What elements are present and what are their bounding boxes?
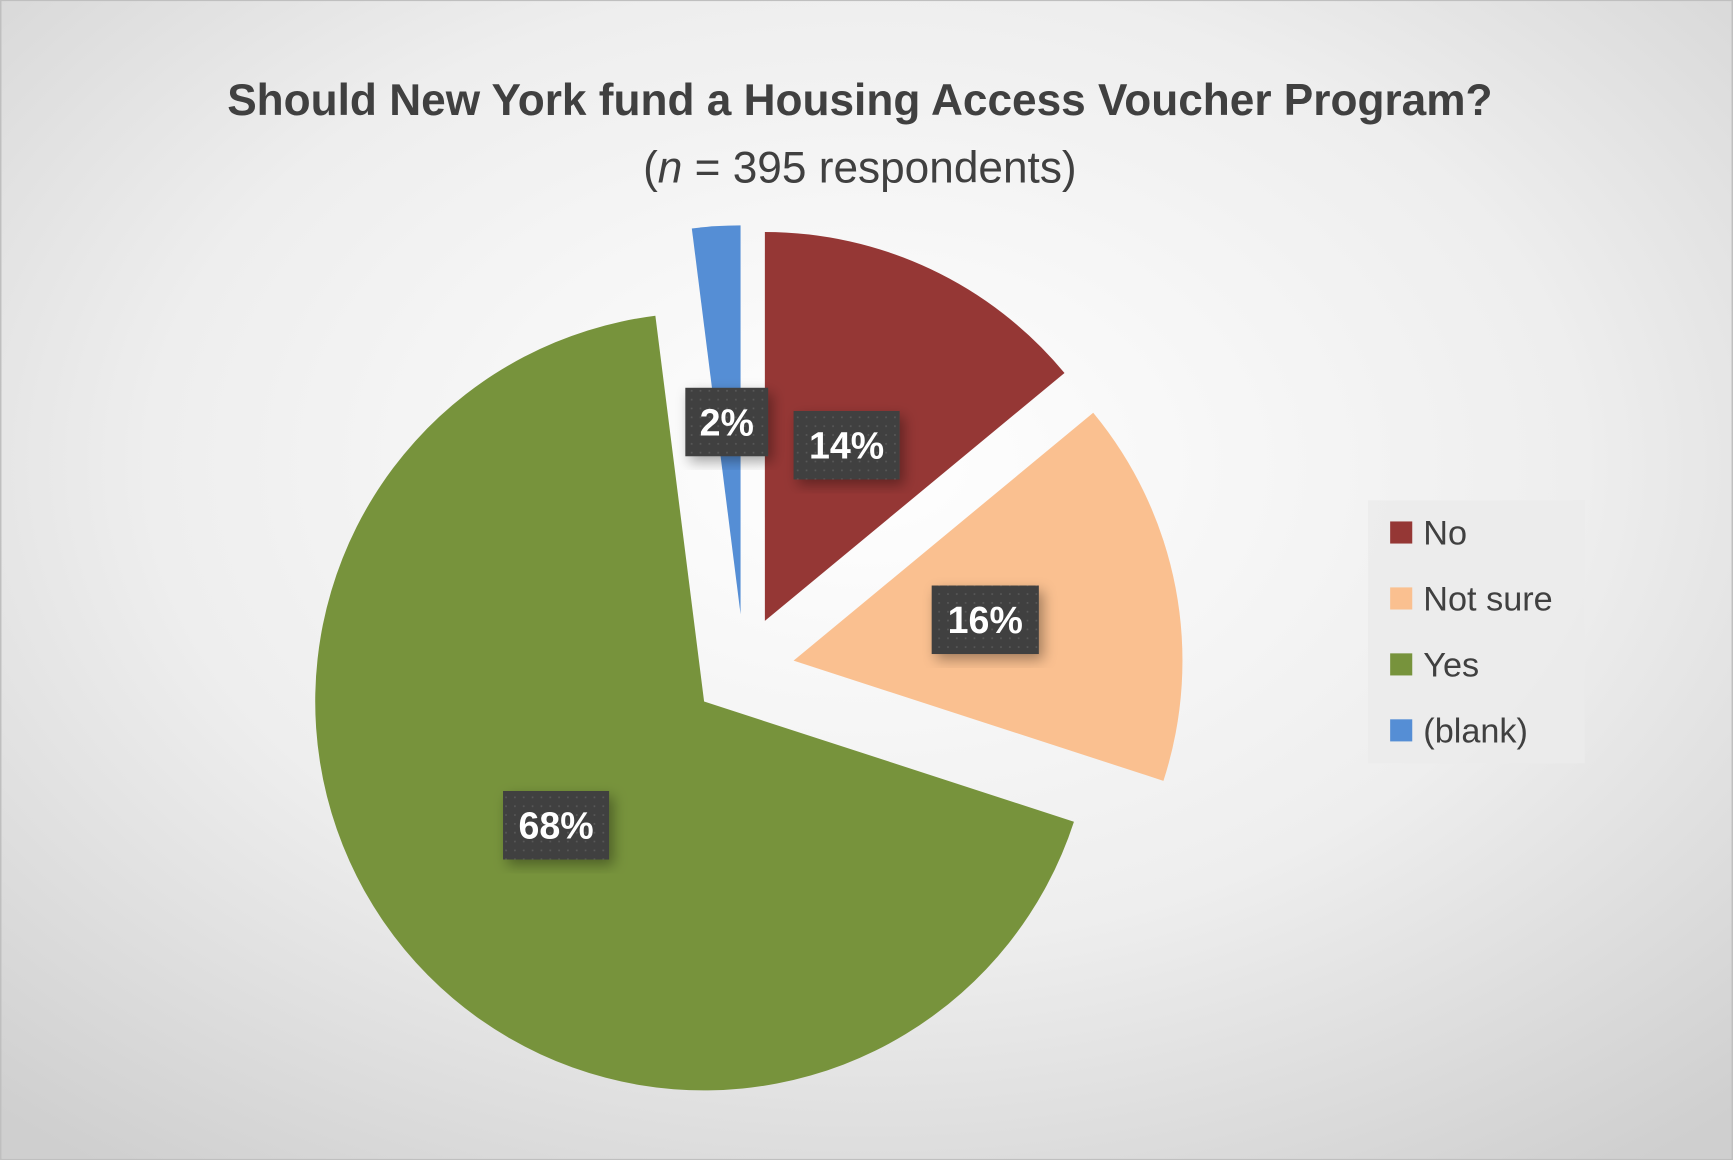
slice-yes bbox=[315, 315, 1074, 1091]
data-label-box-no bbox=[793, 410, 900, 480]
legend-label-blank: (blank) bbox=[1423, 713, 1528, 751]
legend-swatch-yes bbox=[1390, 653, 1413, 676]
data-label-blank: 2% bbox=[700, 401, 754, 443]
slice-no bbox=[764, 232, 1065, 621]
data-label-no: 14% bbox=[809, 424, 884, 466]
legend-label-not-sure: Not sure bbox=[1423, 581, 1552, 619]
chart-subtitle: (n = 395 respondents) bbox=[643, 143, 1077, 192]
legend-swatch-blank bbox=[1390, 719, 1413, 742]
legend-label-yes: Yes bbox=[1423, 647, 1479, 685]
data-labels: 14% 16% 68% 2% bbox=[503, 387, 1039, 860]
legend-swatch-not-sure bbox=[1390, 587, 1413, 610]
data-label-yes: 68% bbox=[518, 805, 593, 847]
chart-title: Should New York fund a Housing Access Vo… bbox=[227, 76, 1492, 125]
data-label-box-not-sure bbox=[931, 585, 1039, 655]
legend-swatch-no bbox=[1390, 521, 1413, 544]
legend-label-no: No bbox=[1423, 515, 1467, 553]
data-label-box-yes bbox=[503, 791, 610, 860]
legend: No Not sure Yes (blank) bbox=[1368, 500, 1585, 764]
data-label-box-blank bbox=[685, 387, 769, 457]
data-label-not-sure: 16% bbox=[948, 599, 1023, 641]
